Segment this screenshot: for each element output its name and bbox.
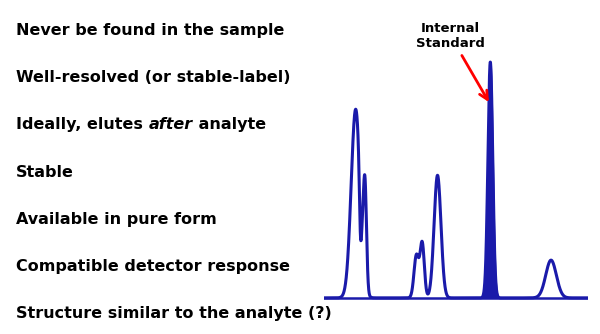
Text: Well-resolved (or stable-label): Well-resolved (or stable-label): [16, 70, 290, 85]
Text: Internal
Standard: Internal Standard: [416, 22, 487, 100]
Text: after: after: [149, 117, 193, 132]
Text: Compatible detector response: Compatible detector response: [16, 259, 290, 274]
Text: Structure similar to the analyte (?): Structure similar to the analyte (?): [16, 307, 332, 321]
Text: Ideally, elutes: Ideally, elutes: [16, 117, 149, 132]
Text: Stable: Stable: [16, 165, 74, 179]
Text: analyte: analyte: [193, 117, 266, 132]
Text: Never be found in the sample: Never be found in the sample: [16, 23, 284, 37]
Text: Available in pure form: Available in pure form: [16, 212, 217, 227]
